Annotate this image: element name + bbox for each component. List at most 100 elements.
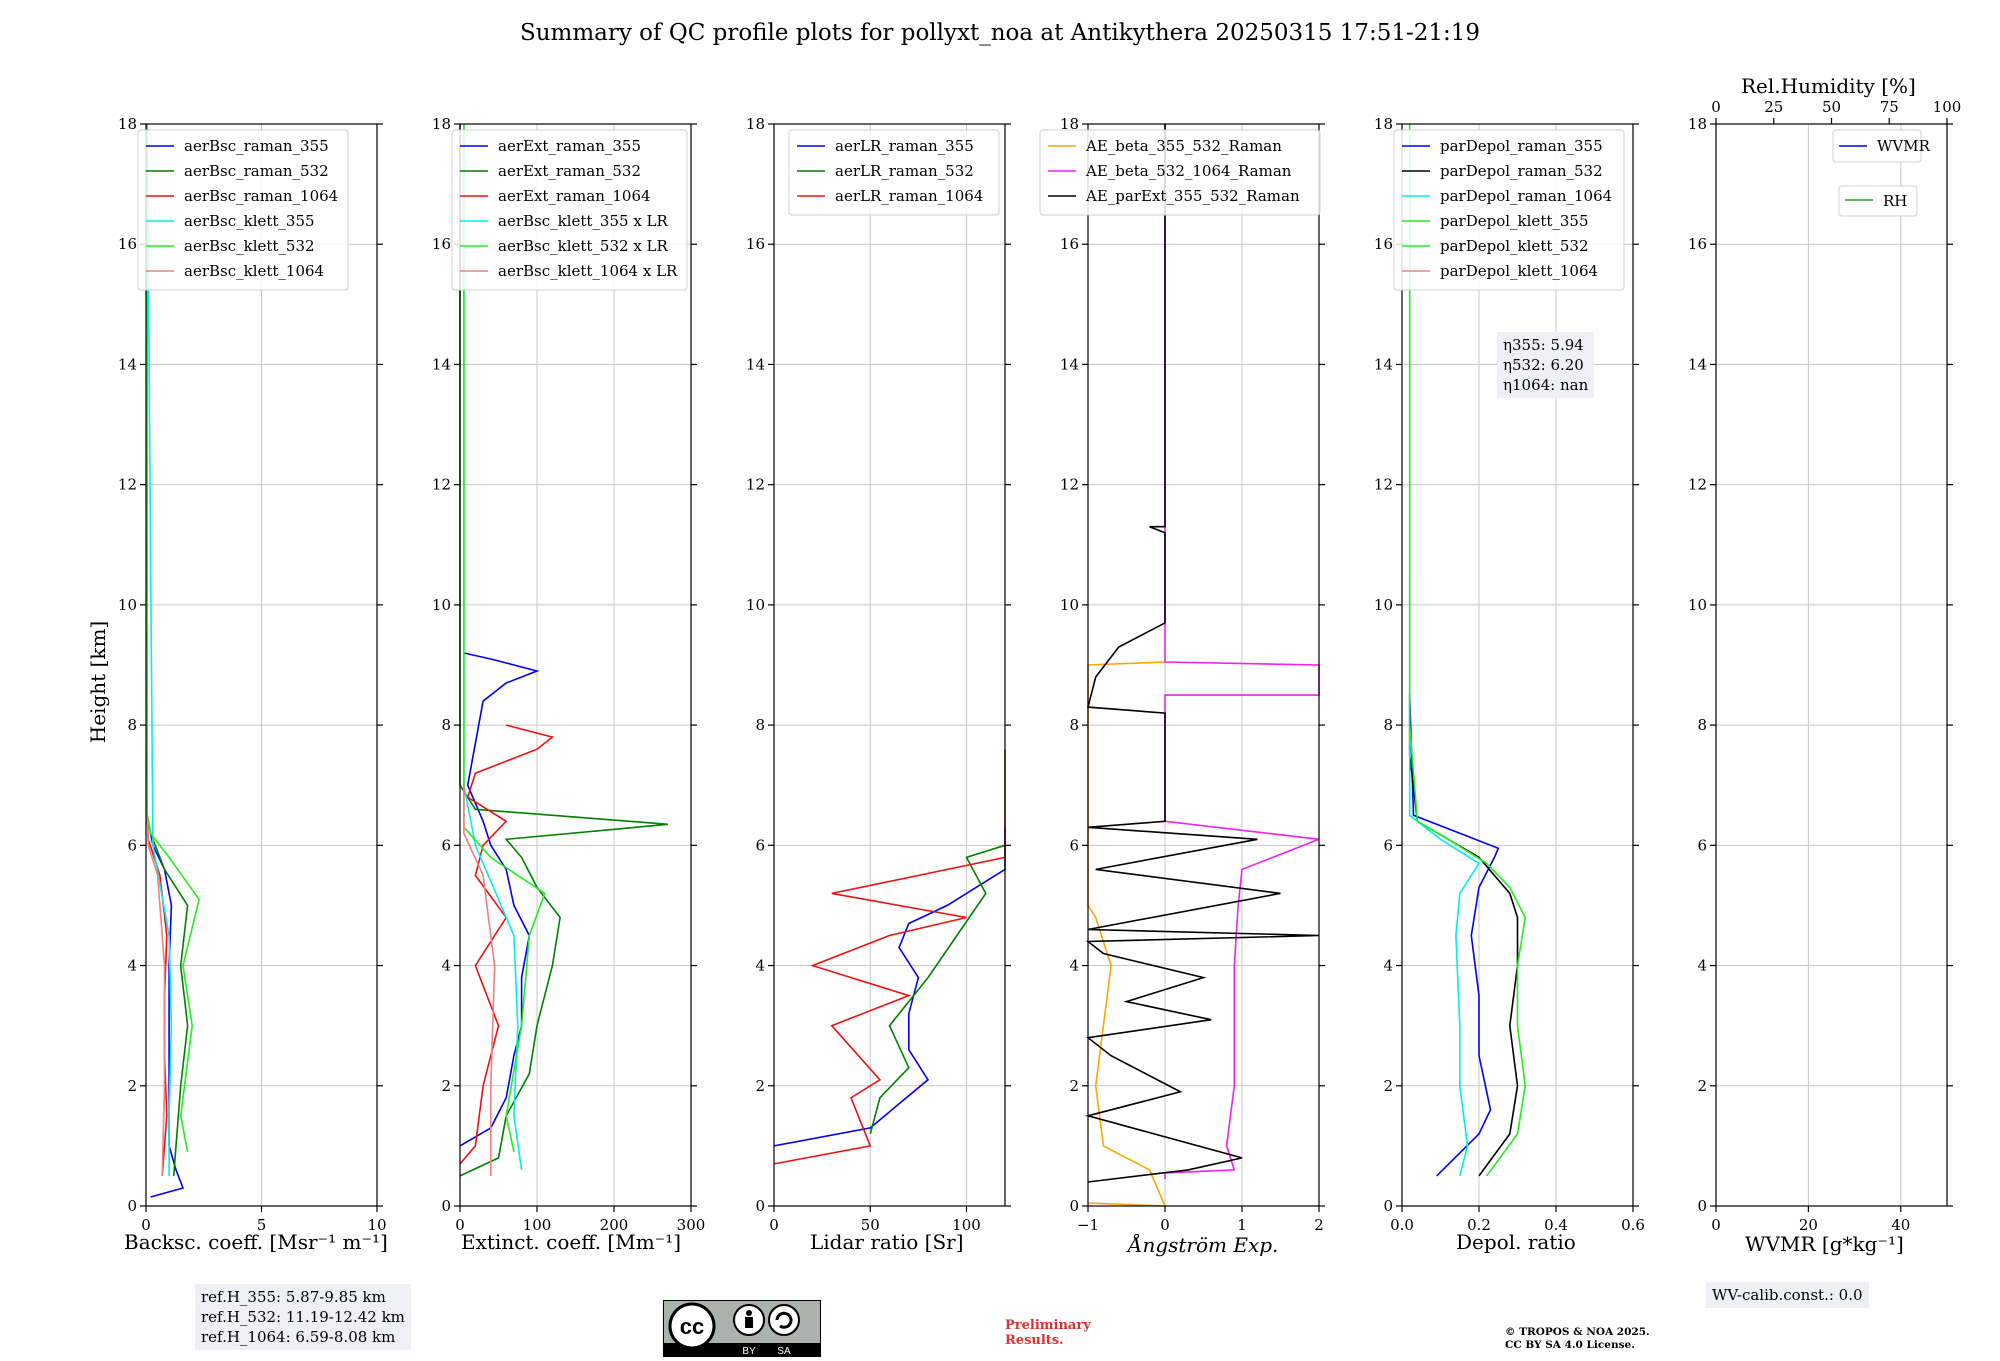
y-axis-label: Height [km] — [86, 620, 110, 744]
legend-label-aerBsc_klett_355 x LR: aerBsc_klett_355 x LR — [498, 212, 669, 230]
eta-1064: η1064: nan — [1503, 376, 1589, 394]
ytick-label-extinction: 12 — [432, 476, 451, 494]
ytick-label-wvmr: 2 — [1697, 1077, 1707, 1095]
preliminary-note: Preliminary Results. — [1005, 1318, 1091, 1348]
ytick-label-extinction: 2 — [441, 1077, 451, 1095]
legend-label-aerBsc_raman_355: aerBsc_raman_355 — [184, 137, 329, 155]
series-aerExt_raman_355 — [459, 652, 540, 1147]
ytick-label-wvmr: 12 — [1688, 476, 1707, 494]
copyright-line-1: © TROPOS & NOA 2025. — [1505, 1326, 1650, 1338]
ytick-label-extinction: 16 — [432, 235, 451, 253]
legend-label-WVMR: WVMR — [1877, 137, 1931, 155]
ytick-label-depol: 0 — [1383, 1197, 1393, 1215]
series-aerBsc_klett_1064 — [146, 815, 166, 1176]
series-parDepol_klett_355 — [1408, 574, 1481, 1177]
top-xtick-label-rh: 25 — [1764, 98, 1783, 116]
xtick-label-angstrom: 0 — [1160, 1216, 1170, 1234]
ytick-label-lidar-ratio: 6 — [755, 836, 765, 854]
ytick-label-extinction: 0 — [441, 1197, 451, 1215]
ytick-label-wvmr: 18 — [1688, 115, 1707, 133]
ytick-label-lidar-ratio: 4 — [755, 957, 765, 975]
xtick-label-extinction: 300 — [677, 1216, 706, 1234]
xtick-label-depol: 0.6 — [1621, 1216, 1645, 1234]
legend-box-extinction — [451, 129, 688, 291]
wv-calib-box: WV-calib.const.: 0.0 — [1706, 1282, 1869, 1308]
legend-box-wvmr — [1832, 129, 1922, 163]
legend-label-aerBsc_raman_1064: aerBsc_raman_1064 — [184, 187, 338, 205]
xtick-label-backscatter: 5 — [257, 1216, 267, 1234]
series-aerExt_raman_532 — [459, 124, 668, 1177]
cc-by-sa-badge: cc BY SA — [663, 1300, 821, 1357]
eta-532: η532: 6.20 — [1503, 356, 1584, 374]
xtick-label-backscatter: 0 — [141, 1216, 151, 1234]
ref-heights-box: ref.H_355: 5.87-9.85 km ref.H_532: 11.19… — [195, 1284, 411, 1350]
legend-box-depol — [1393, 129, 1625, 291]
top-xlabel-rh: Rel.Humidity [%] — [1741, 74, 1916, 98]
badge-sa: SA — [777, 1346, 791, 1357]
xtick-label-depol: 0.4 — [1544, 1216, 1568, 1234]
ytick-label-wvmr: 6 — [1697, 836, 1707, 854]
ytick-label-angstrom: 0 — [1069, 1197, 1079, 1215]
ref-height-532: ref.H_532: 11.19-12.42 km — [201, 1308, 405, 1326]
series-aerBsc_raman_1064 — [146, 815, 168, 1176]
ytick-label-wvmr: 14 — [1688, 355, 1707, 373]
legend-label-parDepol_klett_532: parDepol_klett_532 — [1440, 237, 1589, 255]
ytick-label-lidar-ratio: 10 — [746, 596, 765, 614]
ytick-label-extinction: 6 — [441, 836, 451, 854]
series-parDepol_klett_532 — [1408, 124, 1527, 1177]
series-aerBsc_klett_532 — [146, 124, 200, 1153]
legend-label-AE_beta_355_532_Raman: AE_beta_355_532_Raman — [1085, 137, 1282, 155]
series-AE_parExt_355_532_Raman — [1084, 124, 1320, 1183]
xtick-label-extinction: 100 — [523, 1216, 552, 1234]
ytick-label-depol: 10 — [1374, 596, 1393, 614]
ytick-label-lidar-ratio: 8 — [755, 716, 765, 734]
axes-frame-wvmr — [1715, 123, 1948, 1207]
ytick-label-angstrom: 4 — [1069, 957, 1079, 975]
legend-label-parDepol_raman_1064: parDepol_raman_1064 — [1440, 187, 1612, 205]
preliminary-line-2: Results. — [1005, 1333, 1064, 1348]
ytick-label-extinction: 10 — [432, 596, 451, 614]
ytick-label-backscatter: 18 — [118, 115, 137, 133]
ytick-label-wvmr: 8 — [1697, 716, 1707, 734]
ytick-label-wvmr: 0 — [1697, 1197, 1707, 1215]
ytick-label-angstrom: 10 — [1060, 596, 1079, 614]
ytick-label-depol: 12 — [1374, 476, 1393, 494]
ytick-label-backscatter: 10 — [118, 596, 137, 614]
figure-title: Summary of QC profile plots for pollyxt_… — [519, 20, 1481, 46]
eta-355: η355: 5.94 — [1503, 336, 1584, 354]
ytick-label-depol: 16 — [1374, 235, 1393, 253]
series-parDepol_raman_532 — [1408, 695, 1519, 1177]
xlabel-wvmr: WVMR [g*kg⁻¹] — [1745, 1232, 1904, 1256]
legend-label-aerLR_raman_1064: aerLR_raman_1064 — [835, 187, 983, 205]
series-aerBsc_klett_1064 x LR — [463, 785, 496, 1176]
xtick-label-lidar-ratio: 50 — [861, 1216, 880, 1234]
ytick-label-backscatter: 6 — [127, 836, 137, 854]
ytick-label-lidar-ratio: 14 — [746, 355, 765, 373]
xtick-label-wvmr: 0 — [1711, 1216, 1721, 1234]
copyright-line-2: CC BY SA 4.0 License. — [1505, 1339, 1635, 1351]
ytick-label-extinction: 8 — [441, 716, 451, 734]
top-xtick-label-rh: 0 — [1711, 98, 1721, 116]
legend-label-AE_beta_532_1064_Raman: AE_beta_532_1064_Raman — [1085, 162, 1292, 180]
legend-label-aerBsc_klett_532: aerBsc_klett_532 — [184, 237, 315, 255]
ytick-label-angstrom: 14 — [1060, 355, 1079, 373]
legend-label-aerBsc_raman_532: aerBsc_raman_532 — [184, 162, 329, 180]
xtick-label-lidar-ratio: 0 — [769, 1216, 779, 1234]
legend-label-RH: RH — [1883, 192, 1907, 210]
xtick-label-angstrom: 1 — [1237, 1216, 1247, 1234]
top-xtick-label-rh: 50 — [1822, 98, 1841, 116]
series-AE_beta_355_532_Raman — [1087, 661, 1167, 1207]
legend-box-backscatter — [137, 129, 349, 291]
ytick-label-lidar-ratio: 18 — [746, 115, 765, 133]
ytick-label-backscatter: 0 — [127, 1197, 137, 1215]
legend-label-aerBsc_klett_1064 x LR: aerBsc_klett_1064 x LR — [498, 262, 678, 280]
ytick-label-backscatter: 8 — [127, 716, 137, 734]
xtick-label-angstrom: −1 — [1077, 1216, 1099, 1234]
legend-label-parDepol_klett_1064: parDepol_klett_1064 — [1440, 262, 1598, 280]
legend-label-aerBsc_klett_355: aerBsc_klett_355 — [184, 212, 315, 230]
ytick-label-extinction: 14 — [432, 355, 451, 373]
ytick-label-lidar-ratio: 16 — [746, 235, 765, 253]
ytick-label-angstrom: 12 — [1060, 476, 1079, 494]
